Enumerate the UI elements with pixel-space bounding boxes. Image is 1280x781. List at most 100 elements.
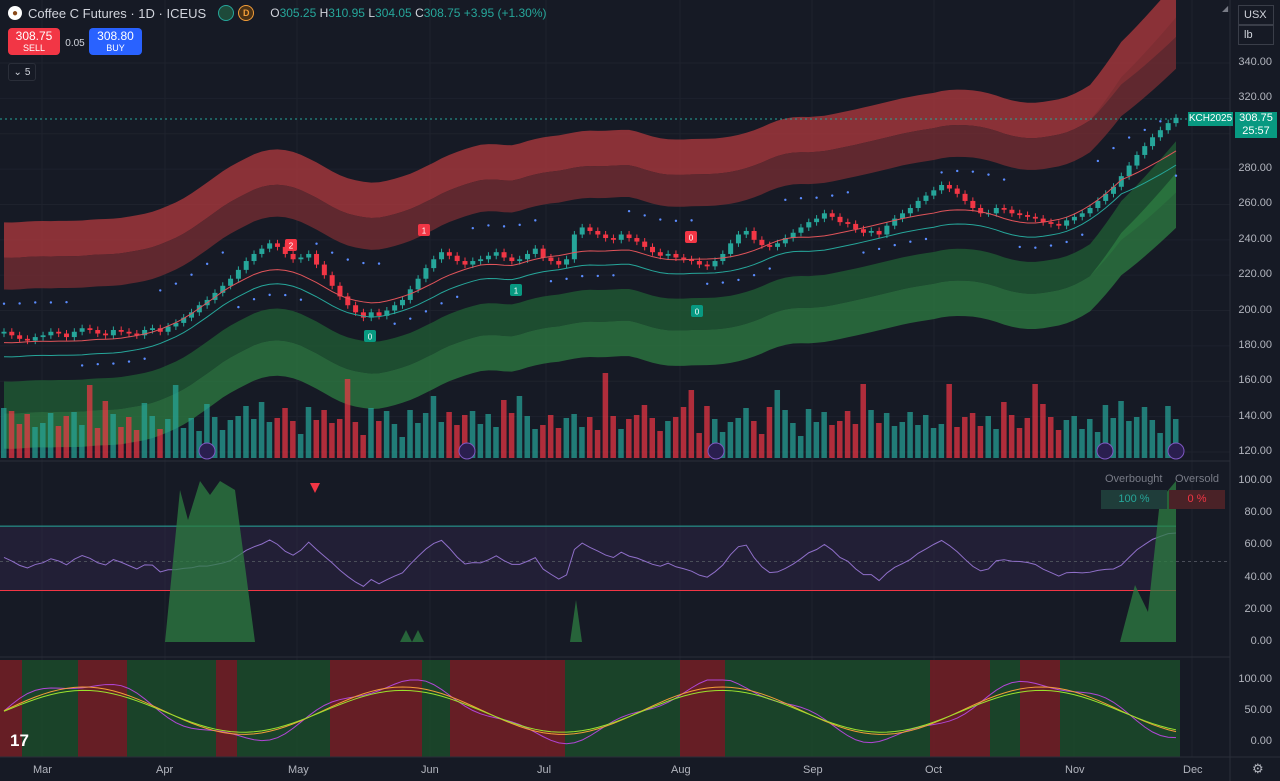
volume-bar <box>1040 404 1046 458</box>
dividend-event-icon <box>458 442 476 460</box>
candle-body <box>798 227 804 233</box>
time-axis-label: Apr <box>156 764 174 776</box>
volume-bar <box>1032 384 1038 458</box>
volume-bar <box>336 419 343 458</box>
volume-bar <box>922 415 929 458</box>
volume-bar <box>532 429 538 458</box>
time-axis-label: Dec <box>1183 764 1203 776</box>
trend-region <box>422 660 450 757</box>
candle-body <box>212 292 218 300</box>
volume-bar <box>766 407 773 458</box>
volume-bar <box>719 432 726 458</box>
volume-bar <box>774 390 781 458</box>
oversold-label: Oversold <box>1175 473 1220 485</box>
volume-bar <box>1087 419 1093 458</box>
unit-select[interactable]: lb <box>1238 25 1274 45</box>
volume-bar <box>469 411 476 458</box>
candle-body <box>626 234 632 239</box>
oscillator-axis-label: 0.00 <box>1250 635 1272 647</box>
trend-region <box>800 660 930 757</box>
stochastic-pane <box>0 660 1180 757</box>
trailing-stop-dot <box>362 261 365 265</box>
trailing-stop-dot <box>971 170 975 173</box>
delayed-data-badge[interactable]: D <box>238 5 255 21</box>
scroll-right-icon[interactable]: ◢ <box>1222 4 1229 13</box>
volume-bar <box>876 423 882 458</box>
volume-bar <box>540 425 546 458</box>
candle-body <box>712 261 718 267</box>
candle-body <box>993 207 999 214</box>
volume-bar <box>1126 421 1132 458</box>
candle-body <box>181 317 187 323</box>
candle-body <box>189 312 195 318</box>
price-axis-label: 340.00 <box>1238 56 1272 68</box>
volume-bar <box>805 409 812 458</box>
volume-bar <box>329 423 335 458</box>
trailing-stop-dot <box>471 226 474 230</box>
dividend-event-icon <box>1096 442 1114 460</box>
trend-region <box>930 660 990 757</box>
volume-bar <box>618 429 624 458</box>
candle-body <box>1048 222 1054 224</box>
trend-region <box>216 660 237 757</box>
volume-bar <box>1001 402 1007 458</box>
volume-bar <box>1063 420 1070 458</box>
indicators-collapse-button[interactable]: ⌄ 5 <box>8 63 36 81</box>
time-axis-label: Oct <box>925 764 943 776</box>
trend-region <box>1085 660 1180 757</box>
currency-select[interactable]: USX <box>1238 5 1274 25</box>
volume-bar <box>266 422 273 458</box>
buy-button[interactable]: 308.80 BUY <box>89 28 142 55</box>
candle-body <box>431 259 437 269</box>
moving-average-fast <box>3 150 1177 344</box>
candle-body <box>407 289 413 300</box>
candle-body <box>1017 213 1023 216</box>
volume-bar <box>63 416 70 458</box>
candle-body <box>485 255 491 260</box>
candle-body <box>235 269 241 279</box>
trailing-stop-dot <box>893 243 896 247</box>
trailing-stop-dot <box>752 273 756 277</box>
volume-bar <box>727 422 734 458</box>
volume-bar <box>743 408 749 458</box>
candle-body <box>884 225 890 235</box>
trailing-stop-dot <box>690 219 693 222</box>
volume-bar <box>758 434 765 458</box>
trailing-stop-dot <box>221 251 224 254</box>
volume-bar <box>204 404 210 458</box>
price-axis-label: 240.00 <box>1238 232 1272 245</box>
trailing-stop-dot <box>455 295 459 299</box>
volume-bar <box>313 420 320 458</box>
volume-bar <box>508 413 515 458</box>
volume-bar <box>571 414 577 458</box>
buy-price: 308.80 <box>97 29 134 43</box>
volume-bar <box>563 418 570 458</box>
volume-bar <box>133 430 140 458</box>
signal-label: 0 <box>689 234 694 243</box>
volume-bar <box>868 410 874 458</box>
sell-price: 308.75 <box>15 29 53 43</box>
settings-gear-icon[interactable]: ⚙ <box>1252 761 1264 776</box>
volume-bar <box>94 428 101 458</box>
volume-bar <box>485 414 491 458</box>
candle-body <box>462 261 468 265</box>
volume-bar <box>821 412 827 458</box>
ohlc-readout: O305.25 H310.95 L304.05 C308.75 +3.95 (+… <box>270 6 547 20</box>
volume-bar <box>368 408 374 458</box>
candle-body <box>931 190 937 196</box>
candle-body <box>556 261 562 265</box>
trailing-stop-dot <box>674 219 678 223</box>
sell-button[interactable]: 308.75 SELL <box>8 28 60 55</box>
volume-bar <box>297 434 304 458</box>
spread-value: 0.05 <box>65 38 85 49</box>
candle-body <box>220 285 226 293</box>
tradingview-logo[interactable]: 17 <box>10 731 29 750</box>
symbol-title[interactable]: Coffee C Futures · 1D · ICEUS <box>28 5 207 21</box>
candle-body <box>782 238 788 244</box>
trailing-stop-dot <box>627 209 631 213</box>
price-axis-label: 180.00 <box>1238 338 1272 351</box>
trailing-stop-dot <box>80 364 84 367</box>
candle-body <box>165 326 171 332</box>
market-status-icon[interactable] <box>218 5 235 21</box>
